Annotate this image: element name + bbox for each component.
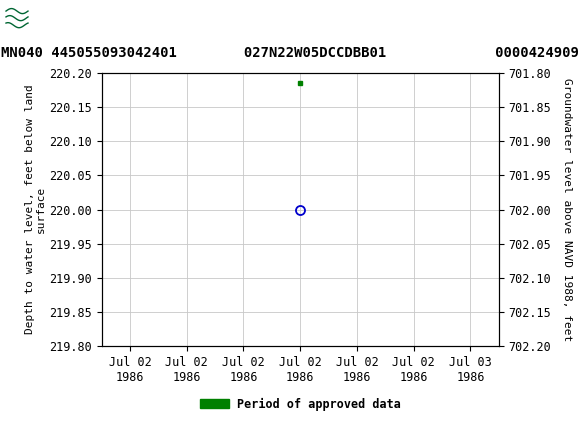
Text: USGS: USGS — [50, 8, 114, 28]
Text: MN040 445055093042401        027N22W05DCCDBB01             0000424909: MN040 445055093042401 027N22W05DCCDBB01 … — [1, 46, 579, 59]
Y-axis label: Groundwater level above NAVD 1988, feet: Groundwater level above NAVD 1988, feet — [563, 78, 572, 341]
Legend: Period of approved data: Period of approved data — [195, 393, 405, 415]
Y-axis label: Depth to water level, feet below land
surface: Depth to water level, feet below land su… — [24, 85, 46, 335]
Bar — [5, 3, 47, 32]
